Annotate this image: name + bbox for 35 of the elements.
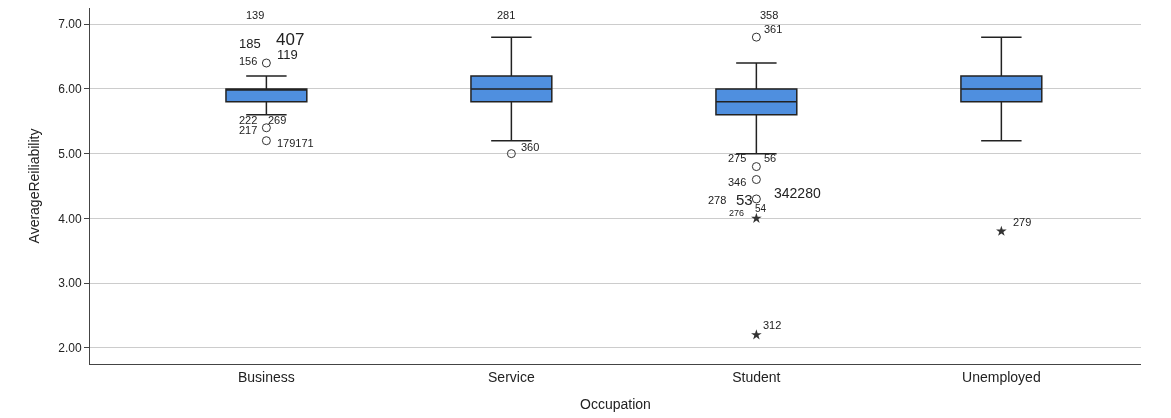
- annotation: 179171: [277, 137, 314, 149]
- annotation: 139: [246, 9, 265, 21]
- x-tick-label: Service: [488, 368, 535, 385]
- annotation: 119: [277, 47, 298, 62]
- annotation: 346: [728, 176, 747, 188]
- annotation: 360: [521, 141, 540, 153]
- annotation: 156: [239, 55, 258, 67]
- annotation: 358: [760, 9, 779, 21]
- annotation: 185: [239, 36, 261, 51]
- annotation: 269: [268, 114, 287, 126]
- annotation: 53: [736, 191, 753, 208]
- x-tick-label: Unemployed: [962, 368, 1041, 385]
- annotation: 278: [708, 194, 727, 206]
- annotation: 54: [755, 203, 767, 214]
- annotation: 281: [497, 9, 516, 21]
- x-axis-title: Occupation: [580, 396, 651, 413]
- annotation: 276: [729, 208, 745, 218]
- x-tick-label: Student: [732, 368, 781, 385]
- annotation: 312: [763, 319, 782, 331]
- y-tick-label: 6.00: [58, 82, 82, 97]
- annotation: 279: [1013, 216, 1032, 228]
- y-tick-label: 4.00: [58, 211, 82, 226]
- y-tick-label: 2.00: [58, 341, 82, 356]
- annotation: 361: [764, 23, 783, 35]
- y-tick-label: 7.00: [58, 17, 82, 32]
- annotation: 275: [728, 152, 747, 164]
- annotation: 222: [239, 114, 258, 126]
- annotation: 56: [764, 152, 777, 164]
- x-tick-label: Business: [237, 368, 295, 385]
- annotation: 342280: [774, 185, 821, 201]
- y-tick-label: 3.00: [58, 276, 82, 291]
- annotation: 407: [276, 30, 305, 49]
- y-axis-title: AverageReiliability: [25, 128, 42, 244]
- y-tick-label: 5.00: [58, 146, 82, 161]
- annotation: 217: [239, 124, 258, 136]
